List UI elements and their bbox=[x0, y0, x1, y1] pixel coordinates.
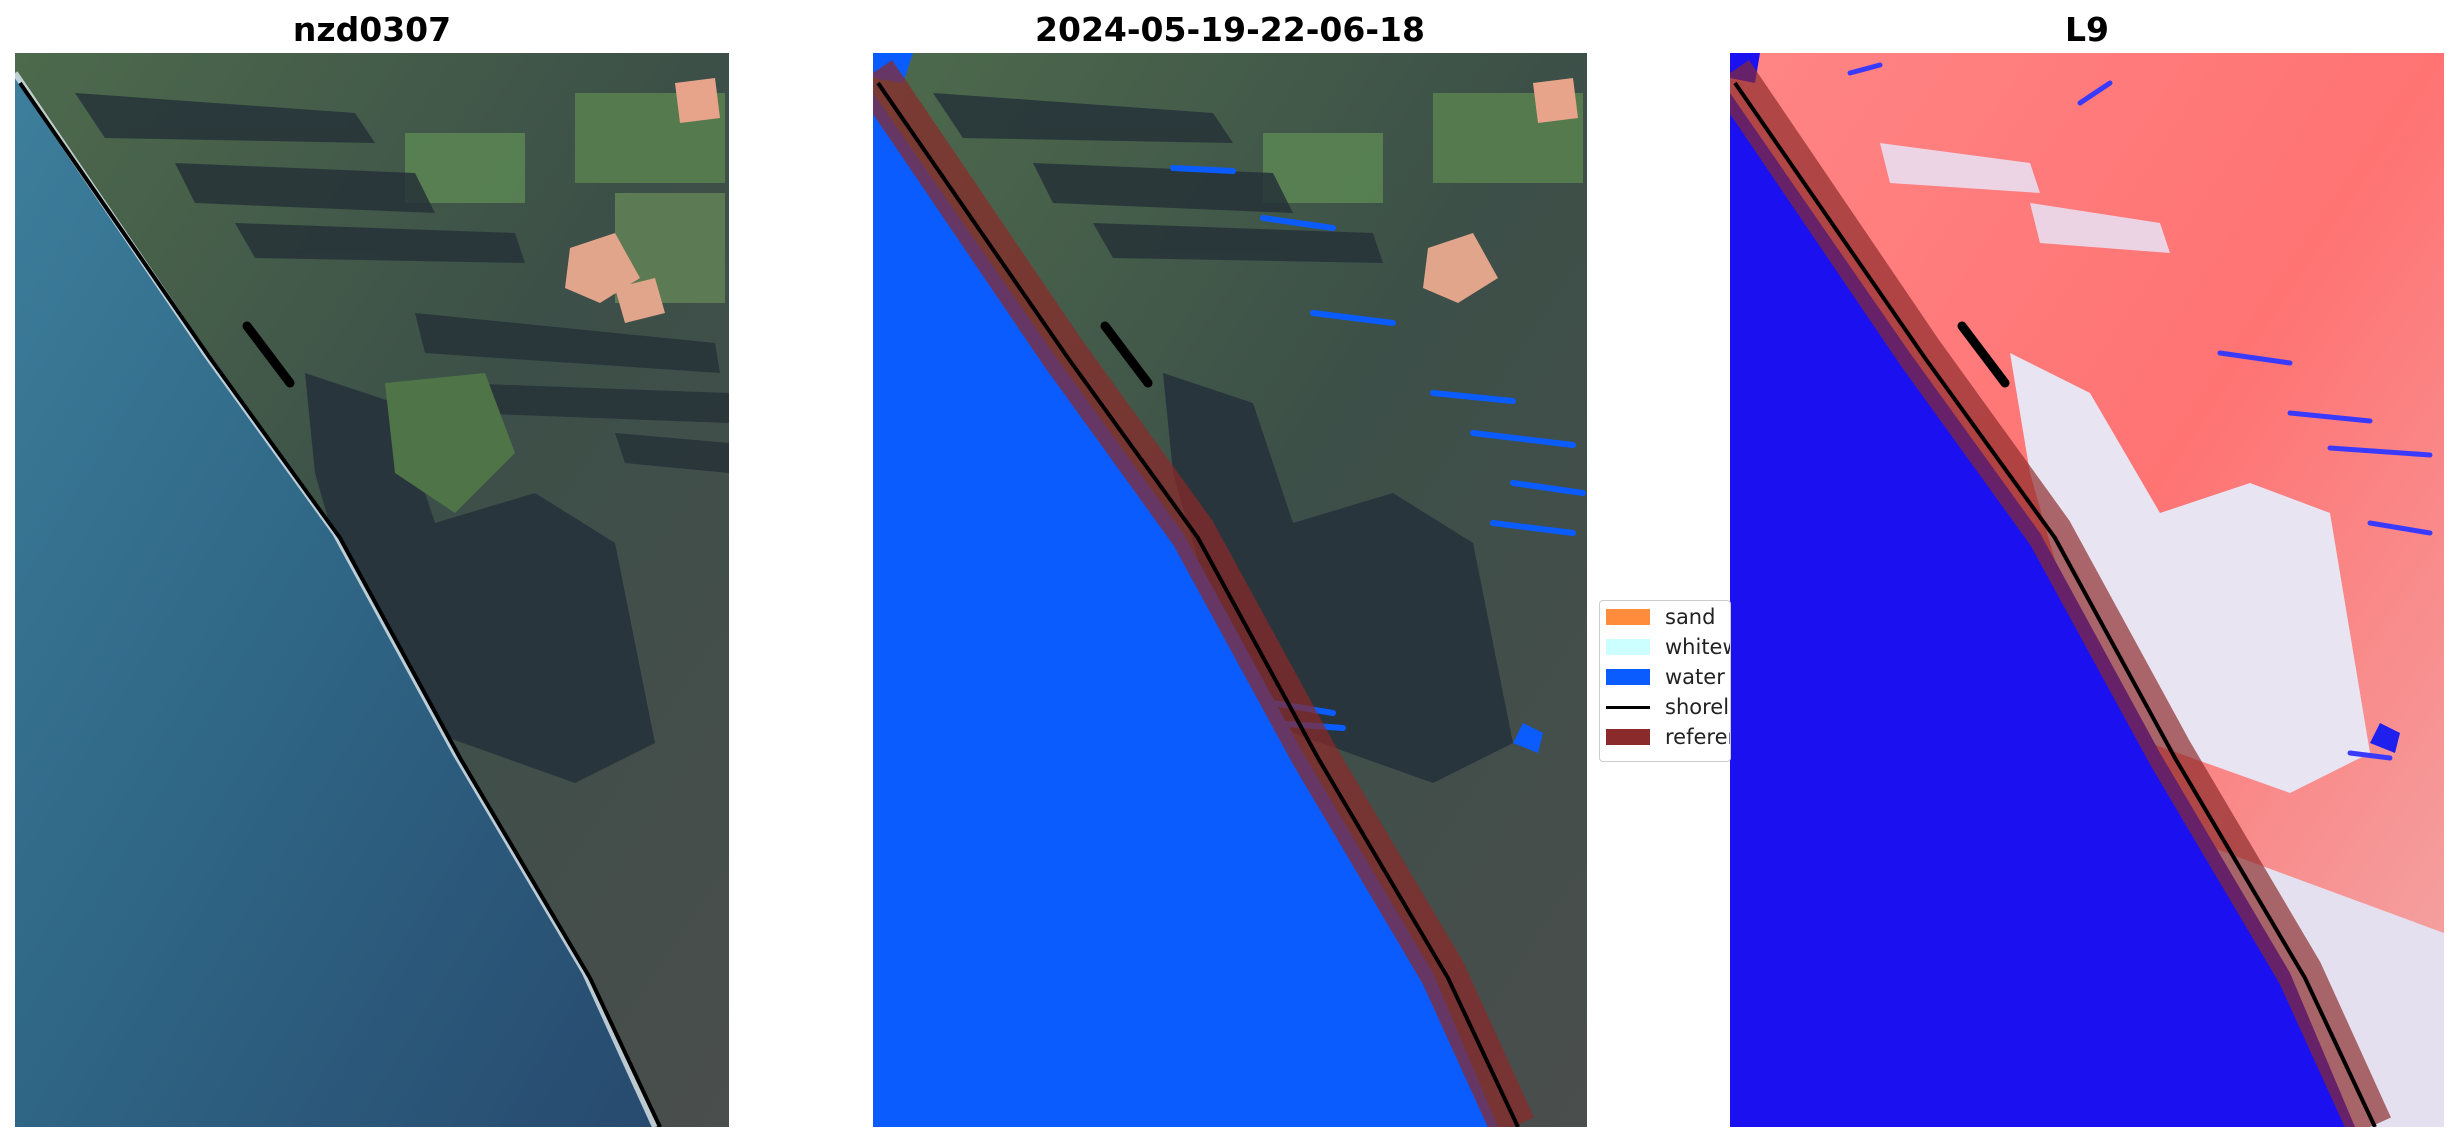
water-class bbox=[873, 93, 1498, 1127]
classification-panel bbox=[873, 53, 1587, 1127]
lagoon-line bbox=[242, 321, 295, 388]
legend-label: water bbox=[1665, 665, 1725, 689]
legend-label: shoreline bbox=[1665, 695, 1730, 719]
legend-label: reference bbox=[1665, 725, 1730, 749]
water-index bbox=[1730, 93, 2355, 1127]
shoreline-swatch bbox=[1606, 705, 1650, 709]
forest-block bbox=[305, 373, 655, 783]
shoreline-line bbox=[1733, 81, 2377, 1127]
whitewater-swatch bbox=[1606, 639, 1650, 655]
pink-field bbox=[1423, 233, 1498, 303]
pink-field bbox=[565, 233, 640, 303]
legend-item-sand: sand bbox=[1606, 605, 1715, 629]
index-image bbox=[1730, 53, 2444, 1127]
field bbox=[405, 133, 525, 203]
pale-area bbox=[2010, 353, 2370, 793]
grass-patch bbox=[385, 373, 515, 513]
shoreline-line bbox=[876, 81, 1520, 1127]
rgb-image-panel bbox=[15, 53, 729, 1127]
index-water-streaks bbox=[1847, 62, 2433, 761]
legend-item-reference: reference bbox=[1606, 725, 1730, 749]
reference-swatch bbox=[1606, 729, 1650, 745]
shoreline-line bbox=[18, 81, 662, 1127]
pink-field bbox=[1533, 78, 1578, 123]
legend-item-shoreline: shoreline bbox=[1606, 695, 1730, 719]
panel-title-index: L9 bbox=[2065, 10, 2109, 49]
panel-title-rgb: nzd0307 bbox=[292, 10, 452, 49]
sand-swatch bbox=[1606, 609, 1650, 625]
panel-title-classification: 2024-05-19-22-06-18 bbox=[1035, 10, 1425, 49]
water-swatch bbox=[1606, 669, 1650, 685]
pink-field bbox=[675, 78, 720, 123]
index-panel bbox=[1730, 53, 2444, 1127]
pink-field bbox=[615, 278, 665, 323]
legend-item-water: water bbox=[1606, 665, 1725, 689]
forest-strips bbox=[75, 93, 729, 473]
rgb-image bbox=[15, 53, 729, 1127]
classification-image bbox=[873, 53, 1587, 1127]
legend-label: sand bbox=[1665, 605, 1716, 629]
ocean bbox=[15, 73, 655, 1127]
